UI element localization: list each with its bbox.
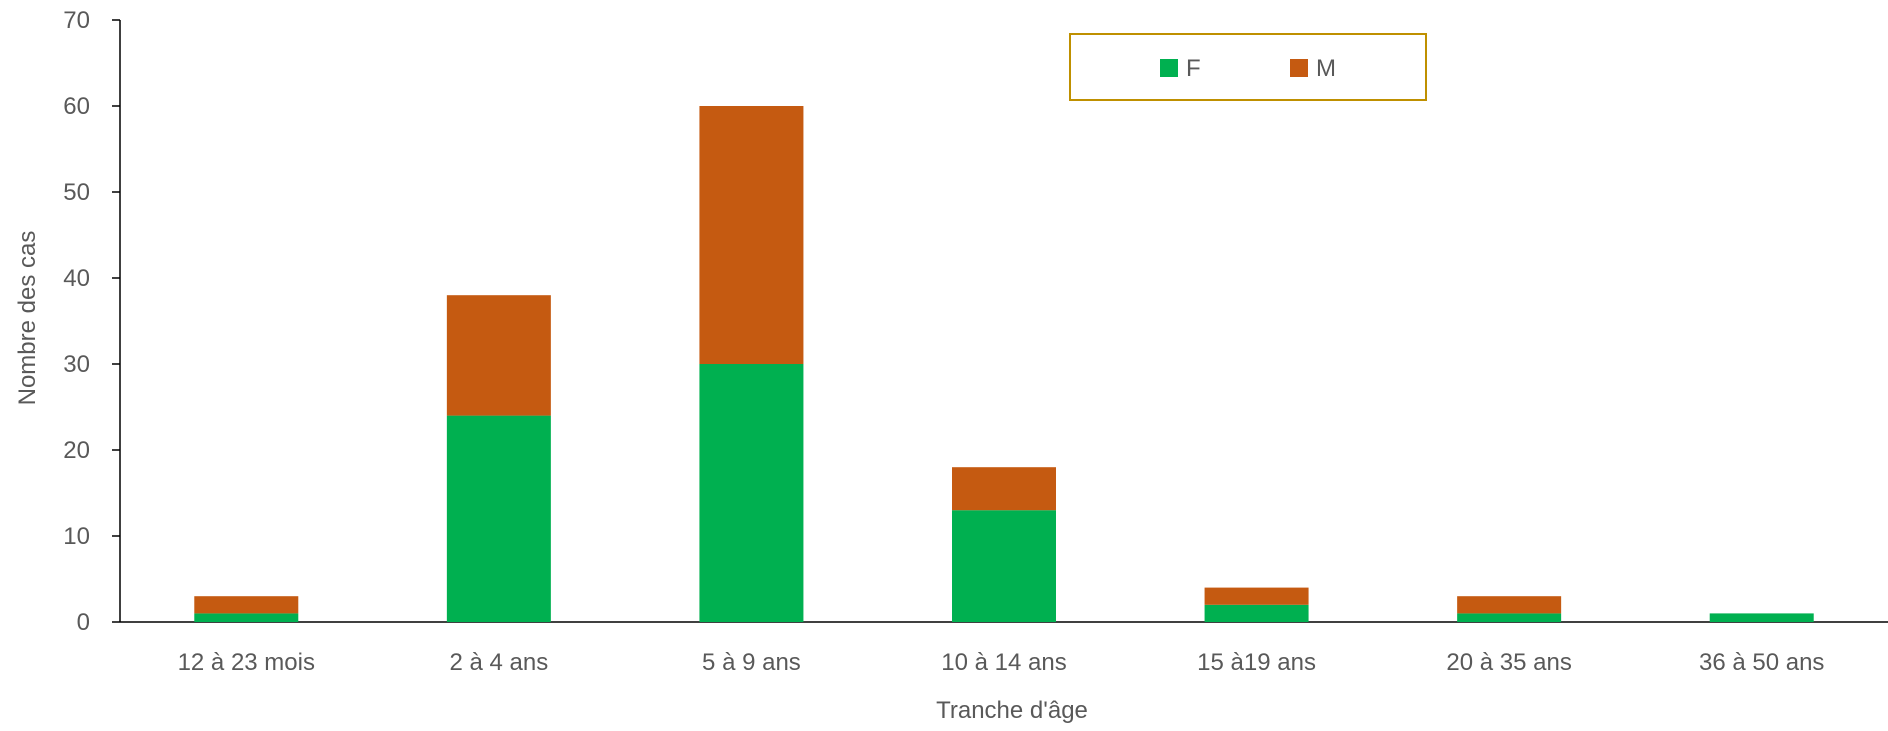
y-tick-label: 70 (63, 7, 90, 34)
x-axis: 12 à 23 mois 2 à 4 ans 5 à 9 ans 10 à 14 an… (120, 621, 1888, 676)
bars (194, 106, 1814, 622)
bar-segment-f (699, 364, 804, 622)
x-tick-label: 36 à 50 ans (1699, 649, 1824, 676)
x-tick-label: 10 à 14 ans (941, 649, 1066, 676)
x-tick-label: 5 à 9 ans (702, 649, 801, 676)
x-tick-label: 15 à19 ans (1197, 649, 1316, 676)
y-tick-label: 0 (77, 609, 90, 636)
legend-label-f: F (1186, 55, 1201, 82)
legend-swatch-m (1290, 59, 1308, 77)
bar-segment-f (1204, 604, 1309, 622)
bar-segment-f (194, 613, 299, 622)
y-tick-label: 10 (63, 523, 90, 550)
y-tick-label: 30 (63, 351, 90, 378)
bar-segment-m (194, 596, 299, 614)
legend-box (1069, 33, 1427, 101)
y-tick-label: 60 (63, 93, 90, 120)
bar-segment-f (952, 510, 1056, 622)
legend-label-m: M (1316, 55, 1336, 82)
x-axis-title: Tranche d'âge (936, 697, 1088, 724)
x-tick-label: 2 à 4 ans (449, 649, 548, 676)
bar-segment-m (446, 295, 551, 416)
y-tick-label: 50 (63, 179, 90, 206)
y-tick-label: 20 (63, 437, 90, 464)
x-tick-label: 12 à 23 mois (178, 649, 315, 676)
bar-segment-f (1709, 613, 1814, 622)
x-tick-label: 20 à 35 ans (1446, 649, 1571, 676)
y-tick-label: 40 (63, 265, 90, 292)
bar-segment-m (952, 467, 1056, 511)
bar-segment-m (699, 106, 804, 364)
legend-swatch-f (1160, 59, 1178, 77)
bar-segment-f (446, 415, 551, 622)
bar-segment-m (1457, 596, 1562, 614)
bar-segment-m (1204, 587, 1309, 605)
y-axis: 0 10 20 30 40 50 60 70 (63, 7, 121, 636)
y-axis-title: Nombre des cas (14, 231, 41, 406)
bar-segment-f (1457, 613, 1562, 622)
